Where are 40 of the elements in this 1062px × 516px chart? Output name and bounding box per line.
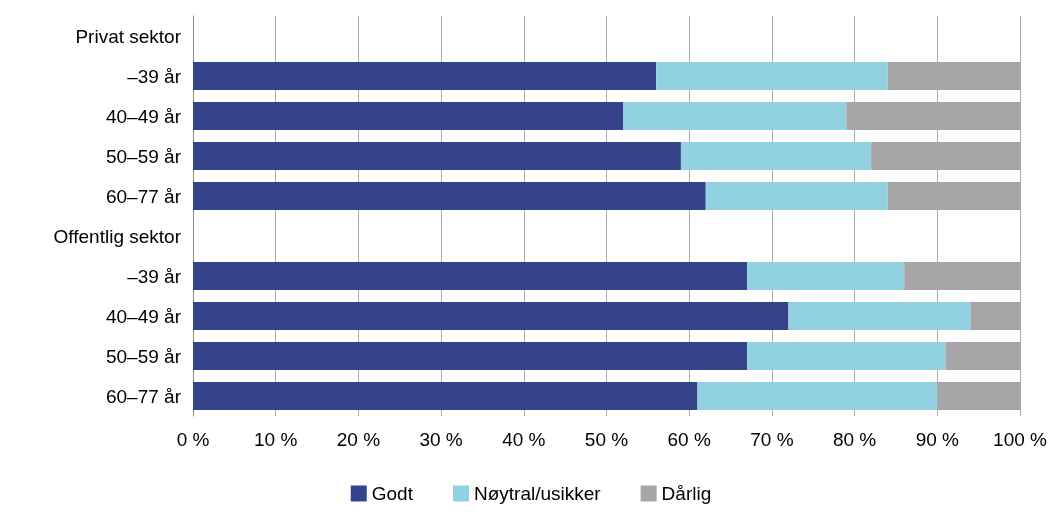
bar	[697, 382, 938, 410]
x-tick-label: 60 %	[667, 429, 711, 450]
bar	[656, 62, 888, 90]
bar	[193, 102, 624, 130]
x-tick-label: 30 %	[419, 429, 463, 450]
y-tick-label: Offentlig sektor	[53, 225, 182, 247]
bar	[623, 102, 847, 130]
bar	[193, 142, 681, 170]
x-tick-label: 50 %	[584, 429, 629, 450]
x-tick-label: 10 %	[254, 429, 298, 450]
bar	[193, 182, 706, 210]
x-tick-label: 40 %	[502, 429, 546, 450]
bar	[705, 182, 888, 210]
legend-label: Dårlig	[661, 483, 712, 504]
bar	[747, 262, 905, 290]
x-tick-label: 20 %	[336, 429, 381, 450]
y-tick-label: 50–59 år	[105, 345, 182, 367]
bar	[788, 302, 971, 330]
y-tick-label: 60–77 år	[105, 385, 182, 407]
y-tick-label: –39 år	[127, 265, 182, 287]
bar	[193, 302, 789, 330]
y-tick-label: 50–59 år	[105, 145, 182, 167]
y-tick-label: 40–49 år	[105, 105, 182, 127]
y-tick-label: Privat sektor	[75, 25, 182, 47]
bar	[193, 382, 698, 410]
x-tick-label: 90 %	[915, 429, 960, 450]
legend-label: Nøytral/usikker	[473, 483, 602, 504]
x-tick-label: 70 %	[750, 429, 794, 450]
y-tick-label: 40–49 år	[105, 305, 182, 327]
bar	[193, 342, 748, 370]
bar	[680, 142, 872, 170]
bar	[193, 62, 657, 90]
x-tick-label: 0 %	[176, 429, 210, 450]
y-tick-label: –39 år	[127, 65, 182, 87]
x-tick-label: 80 %	[832, 429, 877, 450]
legend-label: Godt	[371, 483, 414, 504]
bar	[193, 262, 748, 290]
bar	[747, 342, 946, 370]
x-tick-label: 100 %	[993, 429, 1048, 450]
y-tick-label: 60–77 år	[105, 185, 182, 207]
